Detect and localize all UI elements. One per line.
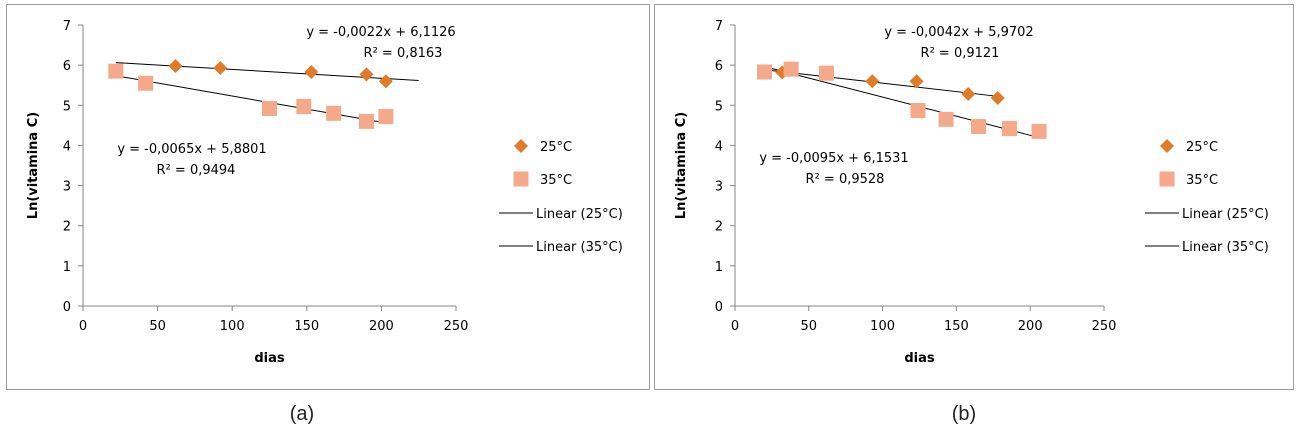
x-tick-label: 150 xyxy=(944,319,969,334)
equation-35-line1: y = -0,0095x + 6,1531 xyxy=(759,151,908,166)
data-point-25c xyxy=(961,87,976,102)
x-tick-label: 50 xyxy=(149,319,166,334)
data-point-35c xyxy=(108,63,124,79)
data-point-25c xyxy=(304,64,319,79)
x-tick-label: 0 xyxy=(79,319,87,334)
equation-25-line1: y = -0,0022x + 6,1126 xyxy=(306,25,455,40)
x-tick-label: 0 xyxy=(731,319,739,334)
x-tick-label: 100 xyxy=(870,319,895,334)
x-axis-title: dias xyxy=(904,351,935,366)
chart-panel-a: 0 1 2 3 4 5 6 7 0 50 100 150 200 250 dias Ln(vitamina C… xyxy=(6,4,650,390)
y-tick-label: 0 xyxy=(715,300,723,315)
trendline xyxy=(764,66,1040,139)
chart-b-svg: 0 1 2 3 4 5 6 7 0 50 100 150 200 250 dias Ln(vitamina C… xyxy=(674,19,1269,366)
x-tick-label: 150 xyxy=(294,319,319,334)
equation-35-line1: y = -0,0065x + 5,8801 xyxy=(117,142,266,157)
legend-marker xyxy=(1160,139,1174,153)
data-point-25c xyxy=(359,67,374,82)
data-point-25c xyxy=(990,91,1005,106)
trendline xyxy=(764,69,1001,98)
data-point-35c xyxy=(1002,121,1018,137)
y-tick-label: 4 xyxy=(715,139,723,154)
x-axis-title: dias xyxy=(254,351,285,366)
x-tick-label: 100 xyxy=(220,319,245,334)
y-axis-title: Ln(vitamina C) xyxy=(674,112,689,219)
legend-marker xyxy=(513,171,529,187)
data-point-35c xyxy=(971,119,987,135)
y-tick-label: 3 xyxy=(63,180,71,195)
data-point-35c xyxy=(757,64,773,80)
chart-a-svg: 0 1 2 3 4 5 6 7 0 50 100 150 200 250 dias Ln(vitamina C… xyxy=(26,19,623,366)
y-axis-title: Ln(vitamina C) xyxy=(26,112,41,219)
equation-35-line2: R² = 0,9494 xyxy=(157,163,236,178)
data-point-35c xyxy=(296,98,312,114)
trendline xyxy=(115,62,419,81)
x-tick-label: 50 xyxy=(801,319,818,334)
y-tick-label: 7 xyxy=(715,19,723,34)
equation-25-line2: R² = 0,8163 xyxy=(364,46,443,61)
y-tick-label: 3 xyxy=(715,180,723,195)
equation-25-line1: y = -0,0042x + 5,9702 xyxy=(884,25,1033,40)
y-tick-label: 6 xyxy=(63,59,71,74)
data-point-35c xyxy=(138,75,154,91)
data-point-25c xyxy=(909,74,924,89)
legend-label: Linear (35°C) xyxy=(536,240,623,255)
legend-label: 35°C xyxy=(1186,173,1218,188)
y-tick-label: 4 xyxy=(63,139,71,154)
x-tick-label: 200 xyxy=(369,319,394,334)
trendline xyxy=(115,75,389,124)
x-tick-label: 250 xyxy=(444,319,469,334)
data-point-35c xyxy=(326,105,342,121)
chart-panel-b: 0 1 2 3 4 5 6 7 0 50 100 150 200 250 dias Ln(vitamina C… xyxy=(654,4,1294,390)
legend-label: Linear (25°C) xyxy=(1182,207,1269,222)
legend-label: Linear (25°C) xyxy=(536,207,623,222)
caption-a: (a) xyxy=(289,403,315,425)
y-tick-label: 6 xyxy=(715,59,723,74)
y-tick-label: 0 xyxy=(63,300,71,315)
chart-b-plot: 0 1 2 3 4 5 6 7 0 50 100 150 200 250 dias Ln(vitamina C… xyxy=(674,19,1269,366)
data-point-35c xyxy=(262,100,277,116)
y-tick-label: 5 xyxy=(715,99,723,114)
data-point-25c xyxy=(168,58,183,73)
caption-b: (b) xyxy=(951,403,977,425)
y-tick-label: 2 xyxy=(715,220,723,235)
y-tick-label: 1 xyxy=(715,260,723,275)
legend-label: 25°C xyxy=(1186,140,1218,155)
equation-35-line2: R² = 0,9528 xyxy=(806,172,885,187)
data-point-35c xyxy=(358,113,374,129)
x-tick-label: 250 xyxy=(1092,319,1117,334)
data-point-35c xyxy=(938,111,954,127)
legend-label: 25°C xyxy=(540,140,572,155)
y-tick-label: 2 xyxy=(63,220,71,235)
data-point-25c xyxy=(213,60,228,75)
data-point-35c xyxy=(378,109,394,125)
data-point-35c xyxy=(819,65,835,81)
y-tick-label: 7 xyxy=(63,19,71,34)
equation-25-line2: R² = 0,9121 xyxy=(921,46,1000,61)
data-point-25c xyxy=(378,74,393,89)
data-point-25c xyxy=(865,74,880,89)
y-tick-label: 1 xyxy=(63,260,71,275)
data-point-35c xyxy=(1031,123,1047,139)
legend-label: 35°C xyxy=(540,173,572,188)
y-tick-label: 5 xyxy=(63,99,71,114)
chart-a-plot: 0 1 2 3 4 5 6 7 0 50 100 150 200 250 dias Ln(vitamina C… xyxy=(26,19,623,366)
legend-label: Linear (35°C) xyxy=(1182,240,1269,255)
x-tick-label: 200 xyxy=(1018,319,1043,334)
data-point-35c xyxy=(783,61,799,77)
legend-marker xyxy=(1159,171,1175,187)
legend-marker xyxy=(514,139,528,153)
data-point-35c xyxy=(910,103,926,119)
